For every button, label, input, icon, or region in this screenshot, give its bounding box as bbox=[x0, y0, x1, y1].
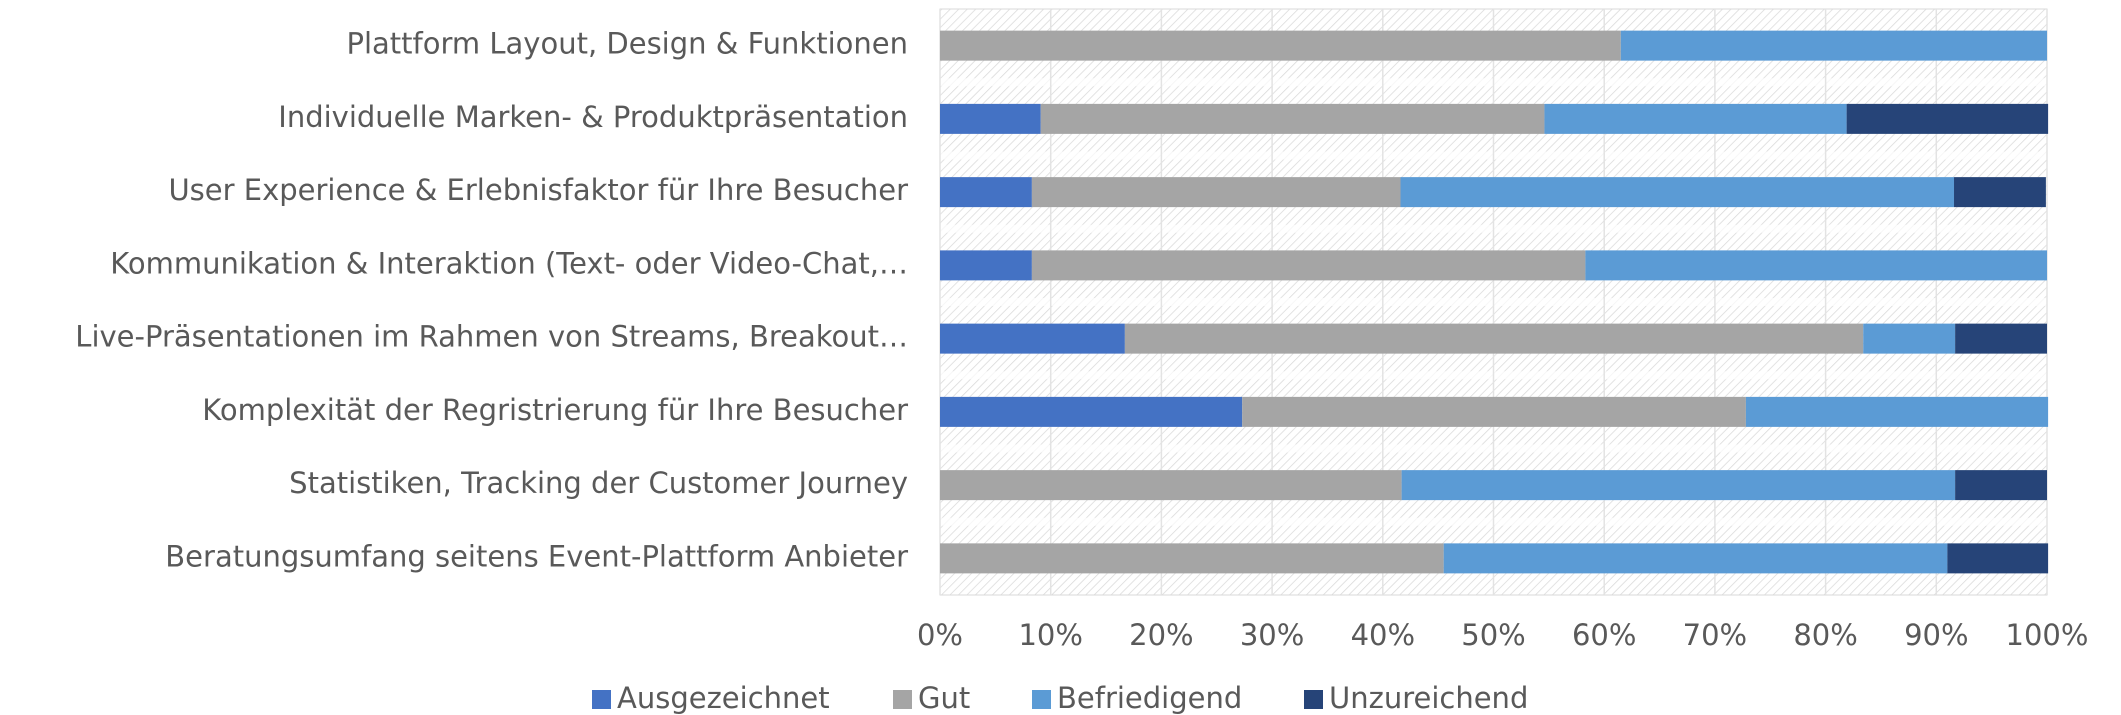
legend-swatch bbox=[893, 690, 912, 709]
legend-label: Ausgezeichnet bbox=[617, 681, 830, 715]
x-tick-label: 100% bbox=[2006, 618, 2089, 652]
bar bbox=[1846, 103, 2049, 134]
bar bbox=[1585, 250, 2047, 281]
x-tick-label: 30% bbox=[1240, 618, 1304, 652]
bar bbox=[1947, 543, 2049, 574]
legend-swatch bbox=[592, 690, 611, 709]
x-tick-label: 80% bbox=[1793, 618, 1857, 652]
bar bbox=[1954, 177, 2046, 208]
y-tick-label: Kommunikation & Interaktion (Text- oder … bbox=[110, 246, 908, 280]
bar bbox=[1124, 323, 1864, 354]
legend-swatch bbox=[1304, 690, 1323, 709]
x-tick-label: 10% bbox=[1018, 618, 1082, 652]
y-tick-label: Plattform Layout, Design & Funktionen bbox=[346, 27, 908, 61]
bar bbox=[1400, 177, 1955, 208]
x-tick-label: 0% bbox=[917, 618, 963, 652]
y-tick-label: Beratungsumfang seitens Event-Plattform … bbox=[165, 539, 908, 573]
bar bbox=[940, 30, 1621, 61]
x-tick-label: 90% bbox=[1904, 618, 1968, 652]
bar bbox=[940, 396, 1243, 427]
legend-label: Gut bbox=[918, 681, 970, 715]
y-tick-label: Live-Präsentationen im Rahmen von Stream… bbox=[75, 320, 908, 354]
bar bbox=[1031, 177, 1401, 208]
legend-label: Unzureichend bbox=[1329, 681, 1528, 715]
legend-label: Befriedigend bbox=[1057, 681, 1242, 715]
y-tick-label: Statistiken, Tracking der Customer Journ… bbox=[289, 466, 908, 500]
y-tick-label: Individuelle Marken- & Produktpräsentati… bbox=[278, 100, 908, 134]
bar bbox=[1544, 103, 1847, 134]
bar bbox=[940, 323, 1125, 354]
y-tick-label: User Experience & Erlebnisfaktor für Ihr… bbox=[168, 173, 908, 207]
bar bbox=[940, 250, 1032, 281]
x-tick-label: 20% bbox=[1129, 618, 1193, 652]
bar bbox=[1863, 323, 1956, 354]
x-tick-label: 50% bbox=[1461, 618, 1525, 652]
x-tick-label: 40% bbox=[1351, 618, 1415, 652]
bar bbox=[1745, 396, 2049, 427]
bar bbox=[1620, 30, 2047, 61]
x-tick-label: 60% bbox=[1572, 618, 1636, 652]
bar bbox=[1242, 396, 1746, 427]
bar bbox=[940, 177, 1032, 208]
y-tick-label: Komplexität der Regristrierung für Ihre … bbox=[202, 393, 908, 427]
bar bbox=[1401, 470, 1956, 501]
bar bbox=[1955, 323, 2047, 354]
bar bbox=[1443, 543, 1948, 574]
bar bbox=[1031, 250, 1586, 281]
bar bbox=[940, 543, 1444, 574]
bar bbox=[1040, 103, 1545, 134]
bar bbox=[940, 103, 1041, 134]
bar bbox=[1955, 470, 2047, 501]
legend-swatch bbox=[1032, 690, 1051, 709]
bar bbox=[940, 470, 1402, 501]
x-tick-label: 70% bbox=[1683, 618, 1747, 652]
